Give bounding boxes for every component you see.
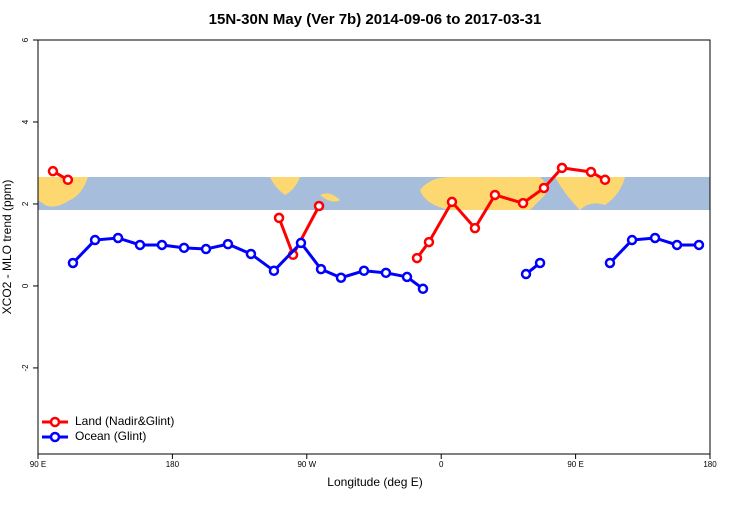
point (626, 234, 638, 246)
point (89, 234, 101, 246)
point (538, 182, 550, 194)
y-tick-label: 0 (21, 283, 30, 288)
point (469, 222, 481, 234)
point (517, 197, 529, 209)
point (599, 174, 611, 186)
point (380, 267, 392, 279)
point (446, 196, 458, 208)
map-background (38, 177, 710, 210)
point (178, 242, 190, 254)
point (556, 162, 568, 174)
point (112, 232, 124, 244)
point (268, 265, 280, 277)
y-tick-label: -2 (21, 364, 30, 372)
legend-label: Land (Nadir&Glint) (75, 414, 174, 428)
point (335, 272, 347, 283)
point (401, 271, 413, 283)
point (67, 257, 79, 269)
legend-marker (49, 416, 61, 428)
point (423, 236, 435, 248)
point (534, 257, 546, 269)
x-axis-label: Longitude (deg E) (327, 475, 422, 489)
point (273, 212, 285, 224)
x-tick-label: 0 (439, 460, 444, 469)
point (134, 239, 146, 251)
chart-title: 15N-30N May (Ver 7b) 2014-09-06 to 2017-… (209, 11, 542, 28)
point (47, 165, 59, 177)
point (156, 239, 168, 251)
y-tick-label: 2 (21, 201, 30, 206)
point (671, 239, 683, 251)
y-tick-label: 4 (21, 119, 30, 124)
point (417, 283, 429, 295)
point (222, 238, 234, 250)
legend: Land (Nadir&Glint)Ocean (Glint) (42, 414, 174, 443)
legend-marker (49, 431, 61, 443)
x-tick-label: 90 W (297, 460, 316, 469)
point (693, 239, 705, 251)
point (520, 268, 532, 280)
point (358, 265, 370, 277)
y-tick-label: 6 (21, 37, 30, 42)
plot-frame (37, 39, 711, 455)
point (62, 174, 74, 186)
x-tick-label: 90 E (30, 460, 46, 469)
x-tick-label: 180 (703, 460, 717, 469)
point (649, 232, 661, 244)
point (585, 166, 597, 178)
y-axis-label: XCO2 - MLO trend (ppm) (0, 180, 14, 315)
x-tick-label: 90 E (567, 460, 583, 469)
point (313, 200, 325, 212)
point (489, 189, 501, 201)
point (411, 252, 423, 264)
point (604, 257, 616, 269)
point (315, 263, 327, 275)
legend-label: Ocean (Glint) (75, 429, 146, 443)
point (295, 237, 307, 249)
point (200, 243, 212, 255)
x-tick-label: 180 (166, 460, 180, 469)
point (245, 248, 257, 260)
